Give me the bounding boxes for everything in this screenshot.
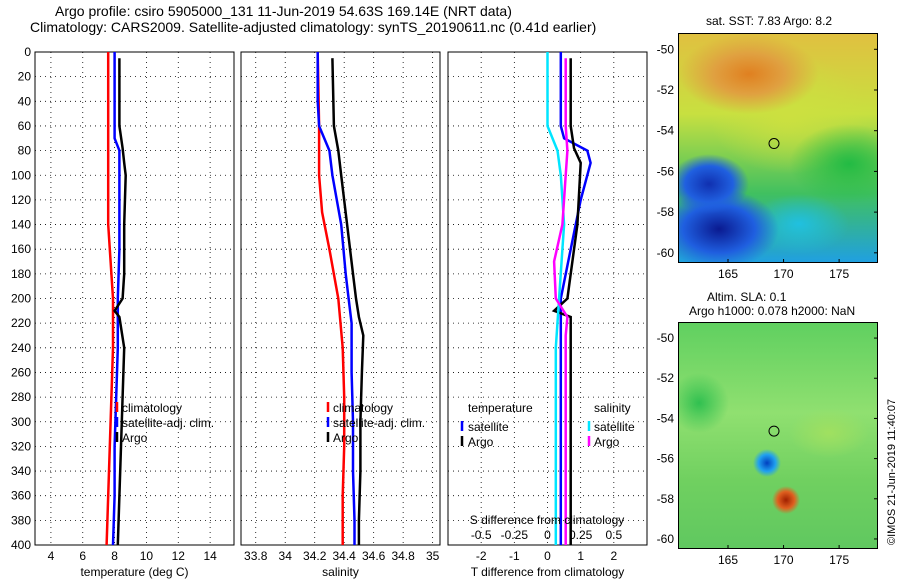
x-tick-label: 2 [610,549,617,563]
depth-tick-label: 140 [11,218,31,232]
depth-tick-label: 100 [11,168,31,182]
legend-label: satellite [594,420,635,434]
x-tick-label: 6 [79,549,86,563]
legend-label: satellite-adj. clim. [333,416,425,430]
x-axis-label: salinity [322,565,359,579]
legend-title-salinity: salinity [594,401,631,415]
lon-tick-label: 170 [774,553,794,567]
depth-tick-label: 60 [18,119,32,133]
lon-tick-label: 175 [829,553,849,567]
imos-credit: ©IMOS 21-Jun-2019 11:40:07 [886,398,898,545]
panel-frame [34,51,235,546]
x-tick-label: 12 [172,549,186,563]
s-axis-label: S difference from climatology [470,513,625,527]
depth-tick-label: 300 [11,415,31,429]
depth-tick-label: 160 [11,242,31,256]
x-tick-label: 4 [48,549,55,563]
series-s-argo [552,58,569,545]
x-tick-label: 34.8 [391,549,415,563]
x-tick-label: 34 [279,549,293,563]
legend-label: Argo [333,431,359,445]
series-s-satellite [546,52,566,545]
panel-3: -2 -1 0 1 2 T difference from climatology temp… [447,51,648,579]
depth-tick-label: 220 [11,316,31,330]
x-axis-label: temperature (deg C) [80,565,188,579]
series-climatology [316,51,346,545]
x-axis-label: T difference from climatology [471,565,625,579]
legend-title-temperature: temperature [468,401,533,415]
legend-label: climatology [122,401,182,415]
depth-tick-label: 400 [11,538,31,552]
plot-title-line1: Argo profile: csiro 5905000_131 11-Jun-2… [55,3,512,19]
depth-tick-label: 380 [11,513,31,527]
depth-tick-label: 80 [18,144,32,158]
legend-label: Argo [468,435,494,449]
x-tick-label: 35 [426,549,440,563]
x-tick-label: 34.4 [333,549,357,563]
depth-tick-label: 240 [11,341,31,355]
depth-tick-label: 360 [11,489,31,503]
sla-map [678,322,878,549]
legend-label: Argo [594,435,620,449]
legend-label: Argo [122,431,148,445]
sla-map-title-line2: Argo h1000: 0.078 h2000: NaN [689,304,856,318]
depth-tick-label: 40 [18,94,32,108]
depth-tick-label: 320 [11,439,31,453]
series-satellite-adj-clim- [111,52,121,546]
depth-tick-label: 120 [11,193,31,207]
x-tick-label: 33.8 [244,549,268,563]
plot-title-line2: Climatology: CARS2009. Satellite-adjuste… [30,19,597,35]
series-t-satellite [559,52,592,545]
depth-tick-label: 260 [11,365,31,379]
series-t-argo [551,58,582,545]
legend-label: satellite-adj. clim. [122,416,214,430]
x-tick-label: -1 [509,549,520,563]
s-tick-label: -0.25 [501,528,529,542]
legend-label: climatology [333,401,393,415]
s-tick-label: 0 [544,528,551,542]
series-satellite-adj-clim- [316,52,356,545]
legend-label: satellite [468,420,509,434]
depth-tick-label: 200 [11,292,31,306]
depth-tick-label: 180 [11,267,31,281]
x-tick-label: 34.2 [303,549,327,563]
lon-tick-label: 165 [718,553,738,567]
depth-tick-label: 0 [24,45,31,59]
lon-tick-label: 165 [718,267,738,281]
series-climatology [105,52,115,546]
x-tick-label: 1 [577,549,584,563]
depth-tick-label: 20 [18,70,32,84]
x-tick-label: -2 [476,549,487,563]
panel-frame [240,51,441,546]
series-argo [331,58,365,545]
s-tick-label: 0.25 [569,528,593,542]
depth-tick-label: 280 [11,390,31,404]
panel-2: 33.8 34 34.2 34.4 34.6 34.8 35 salinity climatol… [240,51,441,579]
sst-map [678,33,878,263]
lon-tick-label: 170 [774,267,794,281]
s-tick-label: 0.5 [605,528,622,542]
sst-map-title: sat. SST: 7.83 Argo: 8.2 [706,14,833,28]
s-tick-label: -0.5 [471,528,492,542]
x-tick-label: 8 [111,549,118,563]
x-tick-label: 34.6 [362,549,386,563]
sla-map-title-line1: Altim. SLA: 0.1 [707,290,787,304]
x-tick-label: 0 [544,549,551,563]
series-argo [113,58,127,546]
depth-tick-label: 340 [11,464,31,478]
x-tick-label: 14 [203,549,217,563]
x-tick-label: 10 [140,549,154,563]
lon-tick-label: 175 [829,267,849,281]
panel-1: 4 6 8 10 12 14 temperature (deg C) 0 20 40 60 80 100… [11,45,235,579]
